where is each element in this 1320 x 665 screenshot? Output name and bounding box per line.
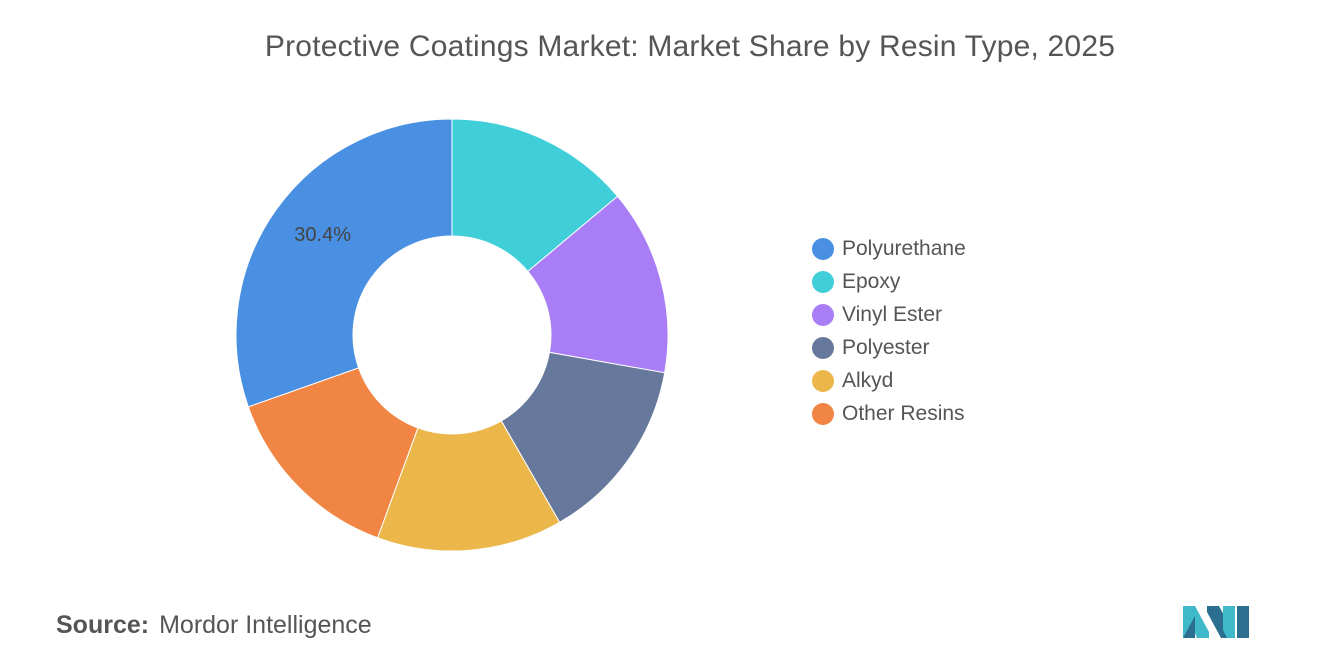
legend-swatch-other-resins (812, 402, 834, 425)
legend-item-polyurethane: Polyurethane (812, 232, 966, 265)
legend-item-vinyl-ester: Vinyl Ester (812, 298, 966, 331)
legend-swatch-alkyd (812, 369, 834, 392)
chart-title: Protective Coatings Market: Market Share… (264, 30, 1116, 63)
source-text: Mordor Intelligence (159, 611, 372, 639)
legend-item-alkyd: Alkyd (812, 364, 966, 397)
legend-swatch-epoxy (812, 270, 834, 293)
legend-item-polyester: Polyester (812, 331, 966, 364)
legend-label-polyurethane: Polyurethane (842, 236, 966, 260)
legend-swatch-vinyl-ester (812, 303, 834, 326)
legend-item-epoxy: Epoxy (812, 265, 966, 298)
legend-swatch-polyester (812, 336, 834, 359)
source-note: Source: Mordor Intelligence (56, 611, 372, 640)
slice-alkyd (376, 420, 561, 552)
legend-item-other-resins: Other Resins (812, 397, 966, 430)
legend-swatch-polyurethane (812, 237, 834, 260)
legend-label-vinyl-ester: Vinyl Ester (842, 302, 942, 326)
slice-polyurethane (235, 118, 453, 408)
legend-label-alkyd: Alkyd (842, 368, 894, 392)
legend-label-epoxy: Epoxy (842, 269, 901, 293)
slice-other-resins (247, 367, 419, 539)
legend-label-polyester: Polyester (842, 335, 930, 359)
data-label-polyurethane: 30.4% (294, 224, 351, 246)
mordor-logo-icon (1183, 606, 1249, 638)
legend-label-other-resins: Other Resins (842, 401, 965, 425)
slice-epoxy (451, 118, 619, 273)
chart-legend: Polyurethane Epoxy Vinyl Ester Polyester Alk… (812, 232, 966, 430)
slice-polyester (500, 351, 666, 523)
slice-vinyl-ester (527, 195, 669, 374)
source-label: Source: (56, 611, 150, 639)
